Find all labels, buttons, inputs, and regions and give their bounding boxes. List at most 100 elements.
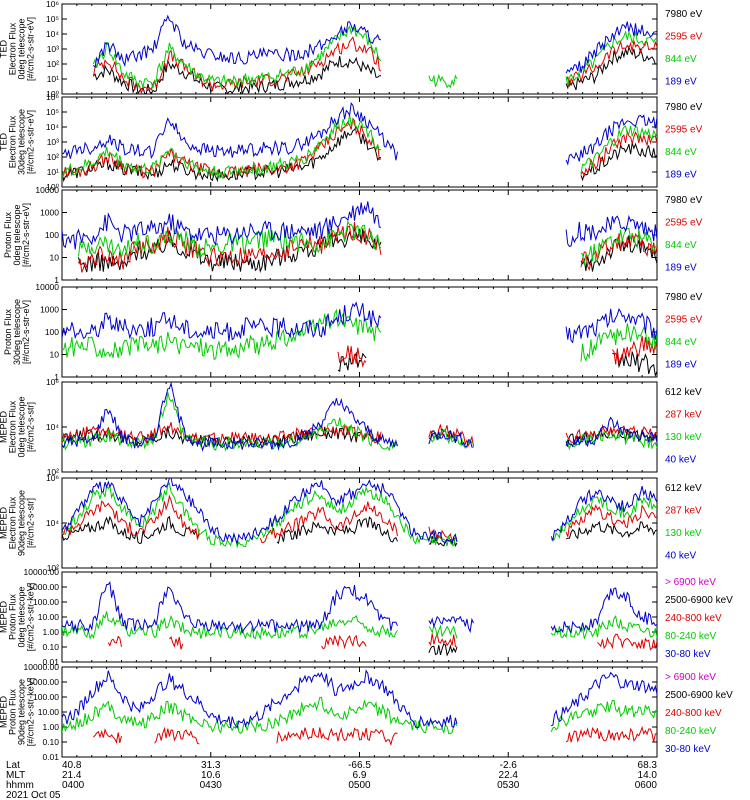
y-axis-label-line: MEPED (0, 601, 9, 634)
y-axis-label-line: Electron Flux (8, 400, 18, 453)
footer-mlt: 14.0 (638, 770, 658, 781)
footer-mlt: 10.6 (201, 770, 221, 781)
y-tick-label: 10⁵ (46, 107, 59, 117)
series-line (93, 725, 657, 747)
y-tick-label: 0.01 (42, 657, 59, 667)
series-line (62, 611, 657, 641)
legend-entry: 7980 eV (665, 9, 703, 20)
y-tick-label: 100 (45, 230, 59, 240)
series-line (337, 351, 657, 377)
series-line (93, 14, 657, 74)
y-tick-label: 1000 (40, 208, 59, 218)
y-axis-label: MEPEDElectron Flux0deg telescope[#/cm2-s… (0, 396, 36, 457)
y-axis-label-line: Electron Flux (8, 22, 18, 75)
legend-entry: 189 eV (665, 263, 697, 274)
legend-entry: 844 eV (665, 240, 697, 251)
footer-hhmm: 0430 (200, 780, 223, 791)
series-line (337, 335, 657, 368)
panel-4: 1 10 100 1000 10000 Proton Flux30deg telescop… (3, 282, 703, 382)
y-axis-label-line: TED (0, 39, 9, 58)
y-tick-label: 10³ (47, 137, 59, 147)
footer-lat: 68.3 (638, 760, 658, 771)
y-tick-label: 10⁶ (46, 377, 59, 387)
series-line (62, 114, 657, 180)
legend-entry: 40 keV (665, 551, 696, 562)
y-axis-label-line: 30deg telescope (12, 299, 22, 365)
y-axis-label: TEDElectron Flux30deg telescope[#/cm2-s-… (0, 109, 36, 175)
series-line (92, 24, 657, 90)
series-line (93, 45, 657, 94)
y-tick-label: 1000 (40, 305, 59, 315)
y-tick-label: 10.00 (38, 612, 60, 622)
legend-entry: > 6900 keV (665, 577, 716, 588)
y-axis-label: MEPEDProton Flux0deg telescope[#/cm2-s-s… (0, 583, 36, 652)
y-axis-label-line: Proton Flux (8, 593, 18, 640)
panel-frame (61, 286, 658, 378)
panel-frame (61, 96, 658, 188)
y-axis-label-line: Proton Flux (3, 211, 13, 258)
legend-entry: 80-240 keV (665, 631, 716, 642)
y-axis-label-line: 0deg telescope (12, 204, 22, 265)
footer-hhmm: 0500 (348, 780, 371, 791)
y-axis-label-line: [#/cm2-s-str-eV] (26, 110, 36, 174)
y-axis-label: MEPEDElectron Flux90deg telescope[#/cm2-… (0, 490, 36, 556)
legend-entry: 30-80 keV (665, 649, 711, 660)
y-tick-label: 10² (47, 152, 59, 162)
y-axis-label-line: Electron Flux (8, 496, 18, 549)
y-tick-label: 10⁶ (46, 92, 59, 102)
series-line (62, 382, 657, 452)
legend-entry: 7980 eV (665, 292, 703, 303)
y-axis-label-line: [#/cm2-s-str-eV] (21, 300, 31, 364)
footer-hhmm: 0400 (62, 780, 85, 791)
y-tick-label: 10¹ (47, 74, 59, 84)
legend-entry: 2500-6900 keV (665, 595, 733, 606)
y-tick-label: 10000 (35, 282, 59, 292)
series-line (62, 581, 657, 635)
legend-entry: 612 keV (665, 483, 702, 494)
legend-entry: 2595 eV (665, 315, 703, 326)
y-axis-label: Proton Flux0deg telescope[#/cm2-s-str-eV… (3, 203, 31, 267)
y-axis-label-line: [#/cm2-s-str-eV] (26, 17, 36, 81)
series-line (62, 201, 657, 250)
y-axis-label-line: [#/cm2-s-str-eV] (21, 203, 31, 267)
y-tick-label: 1000.00 (28, 582, 59, 592)
y-tick-label: 10000.00 (24, 567, 60, 577)
y-tick-label: 10⁶ (46, 473, 59, 483)
y-axis-label-line: [#/cm2-s-str] (26, 498, 36, 548)
legend-entry: 30-80 keV (665, 744, 711, 755)
legend-entry: 2595 eV (665, 218, 703, 229)
y-tick-label: 10⁰ (46, 89, 59, 99)
y-tick-label: 10² (47, 563, 59, 573)
legend-entry: 7980 eV (665, 102, 703, 113)
y-axis-label-line: 90deg telescope (17, 490, 27, 556)
series-line (107, 632, 657, 651)
y-axis-label: Proton Flux30deg telescope[#/cm2-s-str-e… (3, 299, 31, 365)
y-axis-label-line: [#/cm2-s-str-keV] (26, 678, 36, 747)
footer-label-hhmm: hhmm (6, 780, 34, 791)
series-line (62, 494, 657, 544)
y-tick-label: 1.00 (42, 627, 59, 637)
y-axis-label-line: 0deg telescope (17, 586, 27, 647)
y-tick-label: 10¹ (47, 167, 59, 177)
y-axis-label-line: [#/cm2-s-str-keV] (26, 583, 36, 652)
series-line (92, 36, 657, 94)
legend-entry: > 6900 keV (665, 672, 716, 683)
footer-mlt: 22.4 (499, 770, 519, 781)
series-line (62, 696, 657, 735)
y-axis-label-line: 0deg telescope (17, 396, 27, 457)
series-line (62, 515, 657, 548)
panel-5: 10² 10⁴ 10⁶ MEPEDElectron Flux0deg telescop… (0, 377, 702, 477)
legend-entry: 2595 eV (665, 125, 703, 136)
y-tick-label: 10000.00 (24, 662, 60, 672)
footer-hhmm: 0530 (497, 780, 520, 791)
legend-entry: 130 keV (665, 528, 702, 539)
y-axis-label: MEPEDProton Flux90deg telescope[#/cm2-s-… (0, 678, 36, 747)
footer-mlt: 21.4 (62, 770, 82, 781)
y-tick-label: 100.00 (33, 692, 59, 702)
legend-entry: 40 keV (665, 455, 696, 466)
panel-7: 0.01 0.10 1.00 10.00 100.00 1000.00 10000.00 ME… (0, 567, 733, 667)
panel-2: 10⁰ 10¹ 10² 10³ 10⁴ 10⁵ 10⁶ TEDElectron Flux30d… (0, 92, 703, 192)
